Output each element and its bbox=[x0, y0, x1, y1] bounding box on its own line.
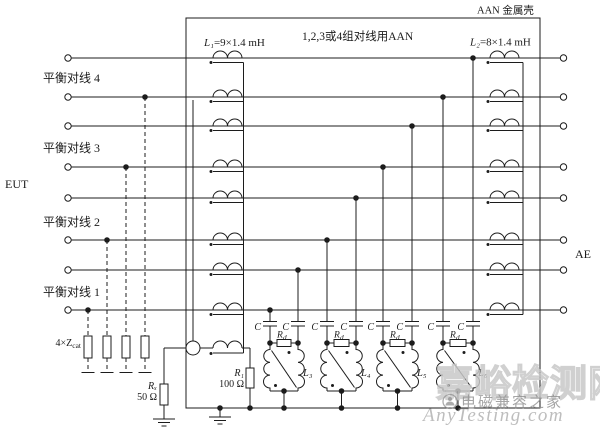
ae-label: AE bbox=[575, 247, 591, 261]
ae-terminal bbox=[559, 54, 568, 62]
capacitor-drops bbox=[263, 55, 480, 343]
rd-label: Rd bbox=[389, 331, 400, 343]
balanced-line bbox=[64, 306, 568, 314]
balanced-line bbox=[64, 194, 568, 202]
eut-terminal bbox=[64, 163, 72, 171]
ae-terminal bbox=[559, 236, 568, 244]
l2-choke bbox=[486, 50, 524, 316]
pair-label-3: 平衡对线 3 bbox=[43, 141, 100, 155]
transformer-label-l4: L₄ bbox=[360, 368, 371, 379]
ae-terminal bbox=[559, 122, 568, 130]
rd-resistor bbox=[333, 339, 350, 347]
balanced-line bbox=[64, 163, 568, 171]
capacitor bbox=[466, 55, 480, 343]
cap-label: C bbox=[457, 322, 464, 333]
cap-label: C bbox=[367, 322, 374, 333]
balanced-line bbox=[64, 266, 568, 274]
rd-resistor bbox=[449, 339, 467, 347]
rd-label: Rd bbox=[333, 331, 344, 343]
zcat-resistor bbox=[81, 307, 95, 373]
rx-branch bbox=[153, 348, 175, 427]
rx-label: Rₓ bbox=[147, 381, 157, 392]
pair-label-4: 平衡对线 4 bbox=[43, 71, 100, 85]
cap-label: C bbox=[254, 322, 261, 333]
rx-value: 50 Ω bbox=[137, 392, 157, 403]
rx-resistor bbox=[159, 383, 169, 406]
transformer-cells bbox=[263, 339, 480, 411]
transformer-cell bbox=[436, 339, 480, 411]
eut-terminal bbox=[64, 122, 72, 130]
pair-label-1: 平衡对线 1 bbox=[43, 285, 100, 299]
capacitor bbox=[349, 195, 363, 343]
r1-value: 100 Ω bbox=[219, 379, 244, 390]
eut-label: EUT bbox=[5, 177, 29, 191]
ae-terminal bbox=[559, 163, 568, 171]
rd-label: Rd bbox=[276, 331, 287, 343]
cap-label: C bbox=[282, 322, 289, 333]
watermark-main: 嘉峪检测网 bbox=[436, 363, 600, 405]
subtitle-label: 1,2,3或4组对线用AAN bbox=[302, 29, 414, 43]
watermark-brand-icon bbox=[442, 393, 458, 410]
l1-choke bbox=[209, 50, 244, 353]
eut-terminal bbox=[64, 266, 72, 274]
balanced-pair-lines bbox=[64, 54, 568, 314]
zcat-resistor bbox=[138, 94, 152, 373]
transformer-label-l5: L₅ bbox=[416, 368, 427, 379]
watermarks: 嘉峪检测网 电磁兼容之家 AnyTesting.com bbox=[421, 362, 600, 426]
eut-terminal bbox=[64, 194, 72, 202]
ae-terminal bbox=[559, 266, 568, 274]
balanced-line bbox=[64, 93, 568, 101]
balanced-line bbox=[64, 122, 568, 130]
capacitor bbox=[405, 123, 419, 343]
zcat-resistor bbox=[119, 164, 133, 373]
zcat-label: 4×Zcat bbox=[56, 338, 82, 350]
balanced-line bbox=[64, 54, 568, 62]
watermark-brand: 电磁兼容之家 bbox=[461, 394, 563, 411]
enclosure-label: AAN 金属壳 bbox=[477, 4, 534, 17]
cap-label: C bbox=[427, 322, 434, 333]
transformer-label-l6: L₆ bbox=[477, 368, 488, 379]
cap-label: C bbox=[396, 322, 403, 333]
transformer-cell bbox=[376, 339, 419, 411]
aan-enclosure-box bbox=[185, 17, 541, 409]
eut-terminal bbox=[64, 54, 72, 62]
watermark-site: AnyTesting.com bbox=[421, 405, 564, 426]
ae-terminal bbox=[559, 93, 568, 101]
l2-label: L₂=8×1.4 mH bbox=[469, 37, 531, 49]
l1-label: L₁=9×1.4 mH bbox=[203, 37, 265, 49]
enclosure-ground bbox=[209, 405, 231, 425]
cap-label: C bbox=[340, 322, 347, 333]
earth-ground-icon bbox=[209, 416, 231, 425]
eut-terminal bbox=[64, 93, 72, 101]
rd-label: Rd bbox=[449, 331, 460, 343]
r1-resistor bbox=[245, 367, 255, 389]
capacitor bbox=[376, 164, 390, 343]
capacitor bbox=[320, 237, 334, 343]
pair-label-2: 平衡对线 2 bbox=[43, 215, 100, 229]
transformer-label-l3: L₃ bbox=[302, 368, 313, 379]
ae-terminal bbox=[559, 306, 568, 314]
r1-label: R₁ bbox=[233, 368, 244, 379]
eut-terminal bbox=[64, 236, 72, 244]
transformer-cell bbox=[263, 339, 305, 411]
balanced-line bbox=[64, 236, 568, 244]
measuring-port-branch bbox=[164, 100, 255, 411]
capacitor bbox=[291, 267, 305, 343]
zcat-resistor bbox=[100, 237, 114, 373]
measuring-port-connector bbox=[185, 340, 201, 356]
rd-resistor bbox=[276, 339, 292, 347]
eut-terminal bbox=[64, 306, 72, 314]
earth-ground-icon bbox=[153, 418, 175, 427]
ae-terminal bbox=[559, 194, 568, 202]
cap-label: C bbox=[311, 322, 318, 333]
capacitor bbox=[436, 94, 450, 343]
rd-resistor bbox=[389, 339, 406, 347]
zcat-terminations bbox=[81, 94, 152, 373]
capacitor bbox=[263, 307, 277, 343]
transformer-cell bbox=[320, 339, 363, 411]
